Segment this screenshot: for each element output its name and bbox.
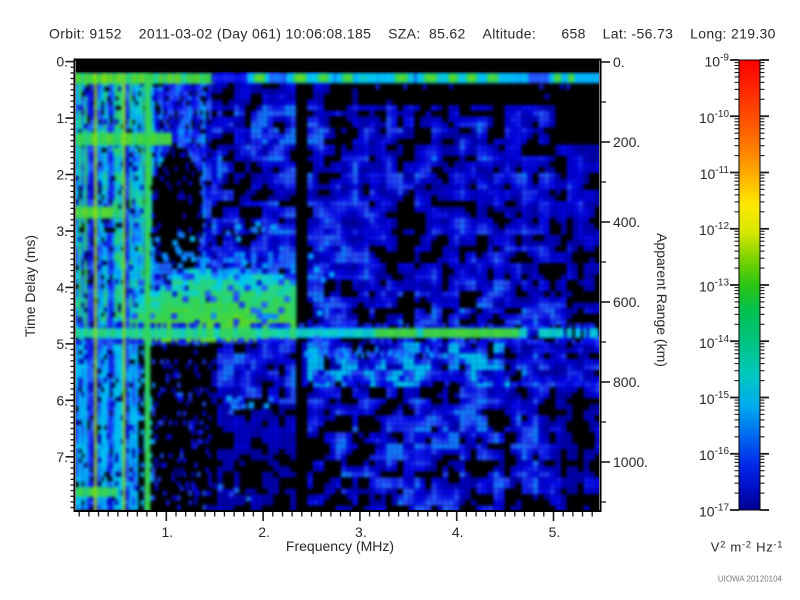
svg-text:4.: 4. — [56, 279, 68, 295]
svg-text:1000.: 1000. — [613, 454, 648, 470]
svg-text:10-9: 10-9 — [705, 53, 730, 70]
svg-text:5.: 5. — [549, 524, 561, 540]
svg-text:1.: 1. — [161, 524, 173, 540]
svg-text:V2 m-2 Hz-1: V2 m-2 Hz-1 — [711, 540, 784, 555]
svg-text:0.: 0. — [56, 54, 68, 70]
svg-text:10-12: 10-12 — [699, 221, 729, 238]
svg-text:5.: 5. — [56, 336, 68, 352]
svg-text:7.: 7. — [56, 449, 68, 465]
svg-text:10-16: 10-16 — [699, 446, 729, 463]
svg-text:10-10: 10-10 — [699, 109, 729, 126]
svg-text:Apparent Range (km): Apparent Range (km) — [654, 233, 670, 367]
svg-text:600.: 600. — [613, 294, 640, 310]
svg-text:Frequency (MHz): Frequency (MHz) — [286, 538, 394, 554]
svg-text:800.: 800. — [613, 374, 640, 390]
svg-text:2.: 2. — [56, 167, 68, 183]
svg-text:1.: 1. — [56, 110, 68, 126]
svg-text:6.: 6. — [56, 392, 68, 408]
svg-text:10-13: 10-13 — [699, 278, 729, 295]
svg-text:Time Delay (ms): Time Delay (ms) — [22, 235, 38, 337]
svg-text:3.: 3. — [56, 223, 68, 239]
svg-text:2.: 2. — [258, 524, 270, 540]
svg-text:4.: 4. — [452, 524, 464, 540]
svg-text:10-15: 10-15 — [699, 390, 729, 407]
svg-text:10-14: 10-14 — [699, 334, 729, 351]
svg-text:UIOWA 20120104: UIOWA 20120104 — [718, 575, 783, 584]
svg-text:10-17: 10-17 — [699, 503, 729, 520]
svg-text:Orbit: 9152 2011-03-02 (Day: Orbit: 9152 2011-03-02 (Day 061) 10:06:0… — [49, 26, 776, 42]
svg-text:400.: 400. — [613, 214, 640, 230]
svg-text:200.: 200. — [613, 134, 640, 150]
svg-text:3.: 3. — [355, 524, 367, 540]
svg-text:10-11: 10-11 — [700, 165, 730, 182]
svg-text:0.: 0. — [613, 54, 625, 70]
